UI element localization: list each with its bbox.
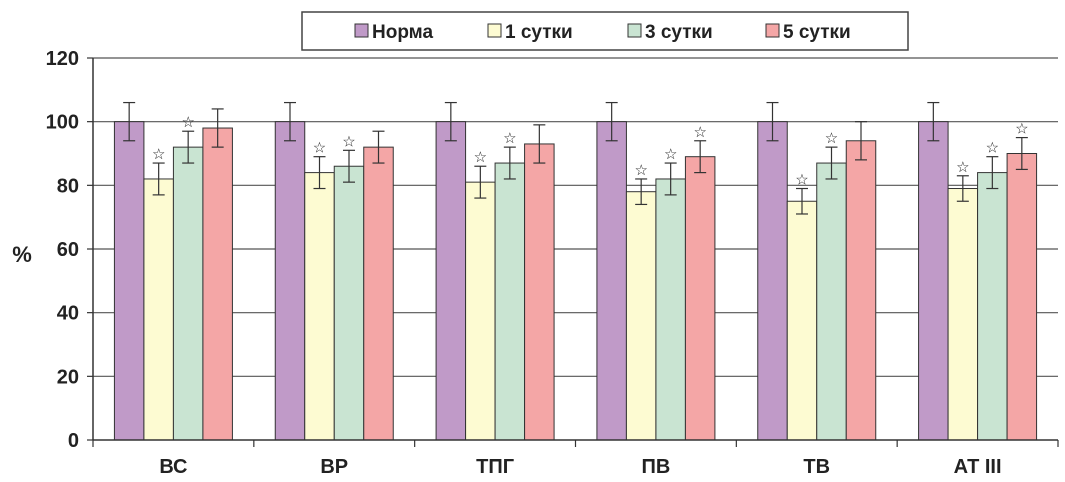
bar xyxy=(524,143,555,441)
grid-lines xyxy=(93,57,1058,377)
bars: ☆ ☆ ☆ ☆ ☆ ☆ ☆ ☆ ☆ ☆ ☆ ☆ ☆ ☆ xyxy=(113,101,1038,441)
bar xyxy=(113,121,145,441)
y-tick-label: 60 xyxy=(57,239,79,261)
legend-box xyxy=(301,11,909,51)
bar xyxy=(757,121,788,441)
legend: Норма 1 сутки 3 сутки 5 сутки xyxy=(354,22,851,43)
bar xyxy=(655,178,686,441)
bar xyxy=(684,156,716,441)
bar xyxy=(143,178,174,441)
y-tick-label: 20 xyxy=(57,366,79,388)
legend-label: 3 сутки xyxy=(645,22,713,43)
y-tick-label: 40 xyxy=(57,303,79,325)
y-tick-label: 80 xyxy=(57,175,79,197)
x-category-label: ТВ xyxy=(803,456,830,478)
significance-star: ☆ xyxy=(664,145,677,163)
x-category-label: ВР xyxy=(320,456,348,478)
legend-label: 1 сутки xyxy=(505,22,573,43)
significance-star: ☆ xyxy=(313,139,326,157)
bar xyxy=(304,172,335,441)
bar xyxy=(947,188,979,441)
significance-star: ☆ xyxy=(634,161,647,179)
x-category-label: ТПГ xyxy=(476,456,514,478)
significance-star: ☆ xyxy=(474,148,487,166)
y-axis-ticks: 0 20 40 60 80 100 120 xyxy=(46,48,93,452)
x-category-label: ПВ xyxy=(642,456,671,478)
bar xyxy=(596,121,627,441)
bar xyxy=(465,181,496,441)
bar xyxy=(918,121,949,441)
bar xyxy=(202,127,233,441)
bar xyxy=(435,121,467,441)
significance-star: ☆ xyxy=(342,132,355,150)
bar xyxy=(977,172,1008,441)
significance-star: ☆ xyxy=(956,158,969,176)
legend-swatch xyxy=(487,23,502,38)
bar xyxy=(363,146,394,441)
bar xyxy=(786,200,818,441)
bar xyxy=(1006,153,1038,441)
bar xyxy=(274,121,306,441)
axes xyxy=(92,58,1058,441)
y-tick-label: 120 xyxy=(46,48,79,70)
y-axis-label: % xyxy=(12,242,32,267)
legend-swatch xyxy=(627,23,642,38)
legend-label: 5 сутки xyxy=(783,22,851,43)
significance-star: ☆ xyxy=(1015,120,1028,138)
y-tick-label: 0 xyxy=(68,430,79,452)
bar xyxy=(845,140,877,441)
bar xyxy=(333,165,365,441)
legend-swatch xyxy=(765,23,780,38)
significance-star: ☆ xyxy=(693,123,706,141)
bar xyxy=(172,146,204,441)
significance-star: ☆ xyxy=(986,139,999,157)
significance-star: ☆ xyxy=(825,129,838,147)
significance-star: ☆ xyxy=(503,129,516,147)
significance-star: ☆ xyxy=(181,113,194,131)
bar xyxy=(625,191,657,441)
significance-star: ☆ xyxy=(795,171,808,189)
x-category-label: АТ III xyxy=(954,456,1002,478)
bar xyxy=(494,162,526,441)
significance-star: ☆ xyxy=(152,145,165,163)
legend-label: Норма xyxy=(372,22,433,43)
legend-swatch xyxy=(354,23,369,38)
y-tick-label: 100 xyxy=(46,112,79,134)
x-axis-categories: ВС ВР ТПГ ПВ ТВ АТ III xyxy=(92,440,1059,478)
bar xyxy=(816,162,847,441)
x-category-label: ВС xyxy=(159,456,187,478)
